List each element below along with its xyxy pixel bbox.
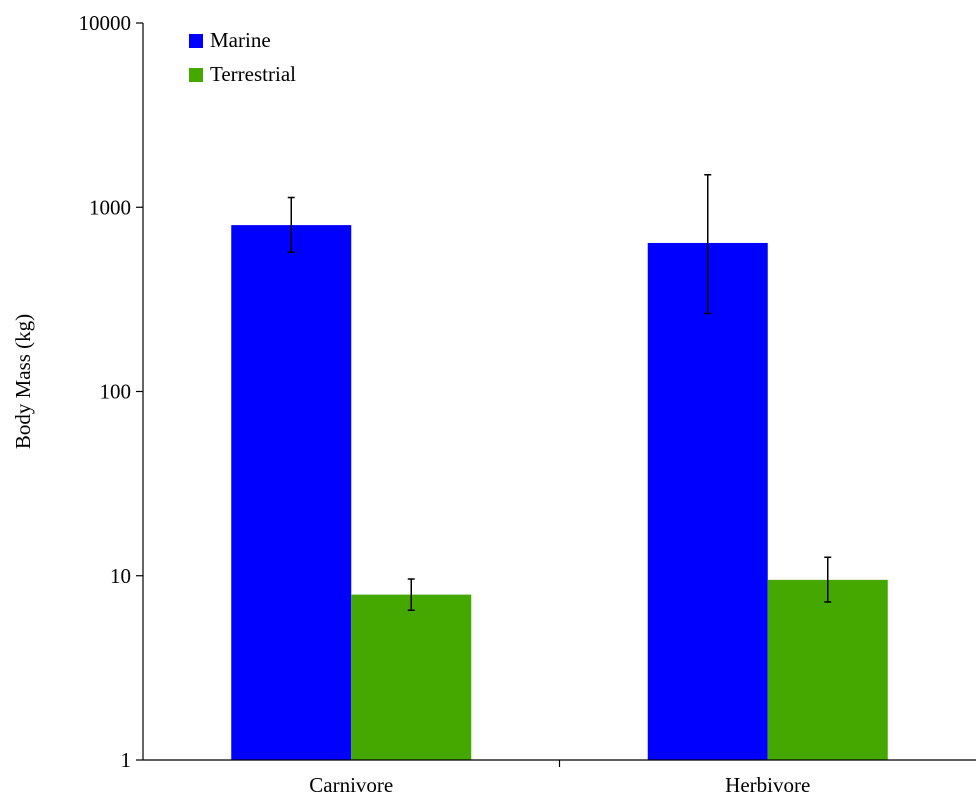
- legend: Marine Terrestrial: [189, 28, 296, 86]
- bar-marine-herbivore: [647, 242, 768, 761]
- bar-terrestrial-carnivore: [351, 594, 472, 760]
- error-bar-marine-herbivore: [704, 174, 712, 315]
- error-bar-marine-carnivore: [287, 196, 295, 253]
- plot-bars: [231, 225, 888, 761]
- y-tick-label: 10: [110, 564, 131, 588]
- legend-label-terrestrial: Terrestrial: [210, 62, 296, 86]
- y-axis-label: Body Mass (kg): [11, 314, 35, 449]
- x-tick-label: Herbivore: [725, 773, 810, 797]
- x-tick-label: Carnivore: [309, 773, 393, 797]
- bar-terrestrial-herbivore: [767, 579, 888, 760]
- y-tick-label: 100: [100, 380, 132, 404]
- x-axis-ticks: Carnivore Herbivore: [309, 760, 810, 797]
- legend-swatch-marine: [189, 34, 203, 48]
- legend-label-marine: Marine: [210, 28, 271, 52]
- error-bar-terrestrial-herbivore: [824, 556, 832, 603]
- error-bar-terrestrial-carnivore: [407, 578, 415, 611]
- bar-marine-carnivore: [231, 225, 352, 761]
- y-axis-ticks: 1 10 100 1000 10000: [79, 11, 143, 772]
- y-tick-label: 1000: [89, 195, 131, 219]
- y-tick-label: 10000: [79, 11, 132, 35]
- error-bars: [287, 174, 832, 611]
- legend-swatch-terrestrial: [189, 68, 203, 82]
- y-tick-label: 1: [121, 748, 132, 772]
